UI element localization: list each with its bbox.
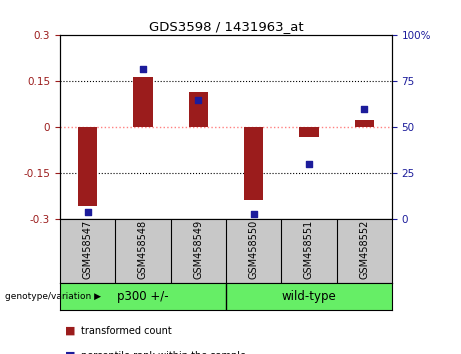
- Text: p300 +/-: p300 +/-: [117, 290, 169, 303]
- Bar: [78, 127, 97, 206]
- Bar: [133, 78, 153, 127]
- Text: ■: ■: [65, 326, 75, 336]
- Point: [250, 211, 257, 217]
- Text: GSM458552: GSM458552: [359, 219, 369, 279]
- Point: [305, 161, 313, 167]
- Point: [195, 97, 202, 103]
- Point: [84, 209, 91, 215]
- Text: genotype/variation ▶: genotype/variation ▶: [5, 292, 100, 301]
- Bar: [299, 127, 319, 137]
- Bar: [244, 127, 263, 200]
- Text: transformed count: transformed count: [81, 326, 171, 336]
- Title: GDS3598 / 1431963_at: GDS3598 / 1431963_at: [148, 20, 303, 33]
- Text: wild-type: wild-type: [282, 290, 336, 303]
- Text: GSM458549: GSM458549: [193, 219, 203, 279]
- Text: GSM458550: GSM458550: [248, 219, 259, 279]
- Text: GSM458551: GSM458551: [304, 219, 314, 279]
- Bar: [355, 120, 374, 127]
- Bar: [189, 92, 208, 127]
- Point: [361, 106, 368, 112]
- Point: [139, 66, 147, 72]
- Text: ■: ■: [65, 351, 75, 354]
- Text: GSM458547: GSM458547: [83, 219, 93, 279]
- Text: percentile rank within the sample: percentile rank within the sample: [81, 351, 246, 354]
- Text: GSM458548: GSM458548: [138, 219, 148, 279]
